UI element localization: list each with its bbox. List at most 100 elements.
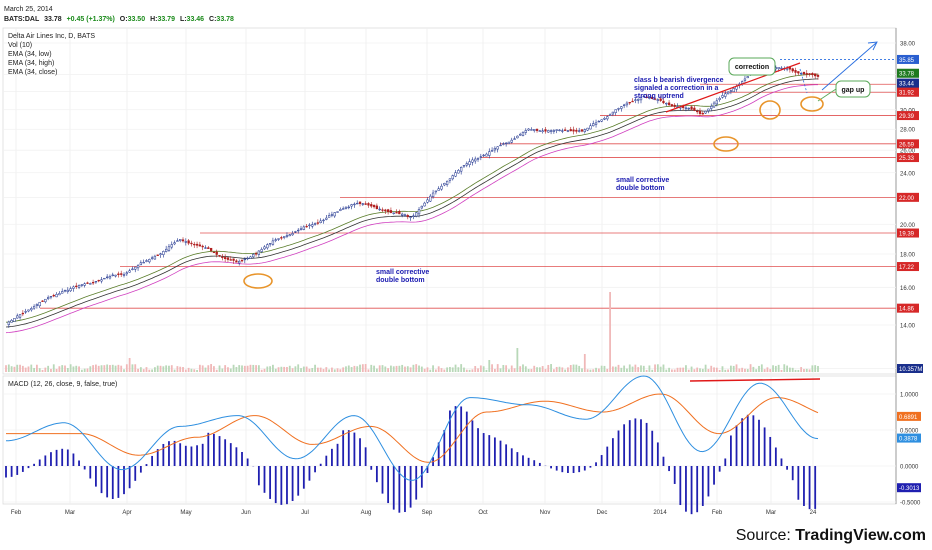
histogram-bar xyxy=(173,440,176,466)
candle-body xyxy=(510,139,513,143)
candle-body xyxy=(499,144,502,147)
volume-bar xyxy=(83,368,86,372)
histogram-bar xyxy=(151,455,154,466)
candle-body xyxy=(437,188,440,191)
volume-bar xyxy=(409,367,412,372)
candle-body xyxy=(114,274,117,277)
volume-bar xyxy=(766,367,769,372)
volume-bar xyxy=(465,369,468,372)
candle-body xyxy=(35,304,39,306)
candle-body xyxy=(378,208,381,211)
candle-body xyxy=(544,129,547,132)
volume-bar xyxy=(581,368,583,372)
double-bottom-note: small corrective xyxy=(616,177,669,184)
candle-body xyxy=(496,146,499,150)
candle-body xyxy=(77,285,81,288)
histogram-bar xyxy=(752,415,755,466)
candle-body xyxy=(207,247,210,249)
volume-bar xyxy=(227,367,229,372)
histogram-bar xyxy=(184,445,187,466)
x-tick-label: 24 xyxy=(810,510,817,516)
candle-body xyxy=(578,130,581,132)
candle-body xyxy=(44,298,47,303)
histogram-bar xyxy=(224,439,227,466)
volume-bar xyxy=(637,367,640,372)
volume-bar xyxy=(586,369,589,372)
volume-bar xyxy=(232,364,235,372)
volume-bar xyxy=(659,366,662,372)
candle-body xyxy=(743,78,747,81)
volume-bar xyxy=(437,366,440,372)
double-bottom-note: small corrective xyxy=(376,269,429,276)
volume-bar xyxy=(398,365,401,372)
histogram-bar xyxy=(246,458,249,466)
histogram-bar xyxy=(814,466,817,509)
volume-bar xyxy=(600,365,603,372)
price-tick-label: 14.00 xyxy=(900,324,916,330)
chart-symbol-line: BATS:DAL 33.78 +0.45 (+1.37%) O:33.50 H:… xyxy=(4,16,234,23)
candle-body xyxy=(187,240,190,244)
volume-bar xyxy=(443,369,446,372)
histogram-bar xyxy=(392,466,395,510)
candle-body xyxy=(299,228,303,230)
histogram-bar xyxy=(156,449,159,466)
volume-bar xyxy=(575,364,578,372)
candle-body xyxy=(502,143,505,145)
candle-body xyxy=(294,231,297,233)
volume-bar xyxy=(597,368,600,372)
candle-body xyxy=(148,259,151,263)
macd-indicator xyxy=(5,375,819,515)
histogram-bar xyxy=(527,457,530,466)
volume-bar xyxy=(457,367,460,372)
volume-bar xyxy=(493,368,496,372)
volume-bar xyxy=(361,364,364,372)
source-brand: TradingView.com xyxy=(795,527,926,544)
level-label: 14.86 xyxy=(899,307,915,313)
candle-body xyxy=(670,104,674,107)
volume-bar xyxy=(10,366,13,372)
level-label: 35.85 xyxy=(899,58,915,64)
candle-body xyxy=(696,110,699,113)
candle-body xyxy=(412,215,415,217)
open-label: O: xyxy=(120,16,128,23)
volume-bar xyxy=(404,366,406,372)
histogram-bar xyxy=(488,435,491,466)
last-value-label: 33.78 xyxy=(899,72,915,78)
histogram-bar xyxy=(538,462,541,466)
volume-bar xyxy=(567,367,569,372)
candle-body xyxy=(485,153,488,157)
histogram-bar xyxy=(168,441,170,466)
candle-body xyxy=(631,100,634,103)
histogram-bar xyxy=(741,418,744,466)
candle-body xyxy=(589,125,592,130)
candle-body xyxy=(128,270,131,273)
candle-body xyxy=(27,309,30,312)
candle-body xyxy=(811,73,814,76)
histogram-bar xyxy=(460,406,463,466)
candle-body xyxy=(726,91,730,95)
candle-body xyxy=(316,222,320,224)
histogram-bar xyxy=(578,466,581,473)
highlight-oval xyxy=(759,100,781,120)
volume-bar xyxy=(682,367,685,372)
candle-body xyxy=(569,129,572,132)
candle-body xyxy=(91,282,95,284)
histogram-bar xyxy=(128,466,131,489)
histogram-bar xyxy=(572,466,575,473)
candle-body xyxy=(139,262,143,266)
volume-bar xyxy=(325,367,328,372)
volume-bar xyxy=(676,367,679,372)
x-tick-label: Nov xyxy=(540,510,551,516)
volume-bar xyxy=(117,364,120,372)
volume-bar xyxy=(392,366,395,372)
price-pane[interactable] xyxy=(2,27,897,375)
volume-bar xyxy=(791,367,794,372)
legend-title: Delta Air Lines Inc, D, BATS xyxy=(8,33,95,40)
signal-line xyxy=(6,393,819,463)
candle-body xyxy=(89,283,92,285)
volume-bar xyxy=(131,364,134,372)
histogram-bar xyxy=(477,428,479,466)
ema-low-line xyxy=(5,84,818,334)
volume-bar xyxy=(654,364,656,372)
